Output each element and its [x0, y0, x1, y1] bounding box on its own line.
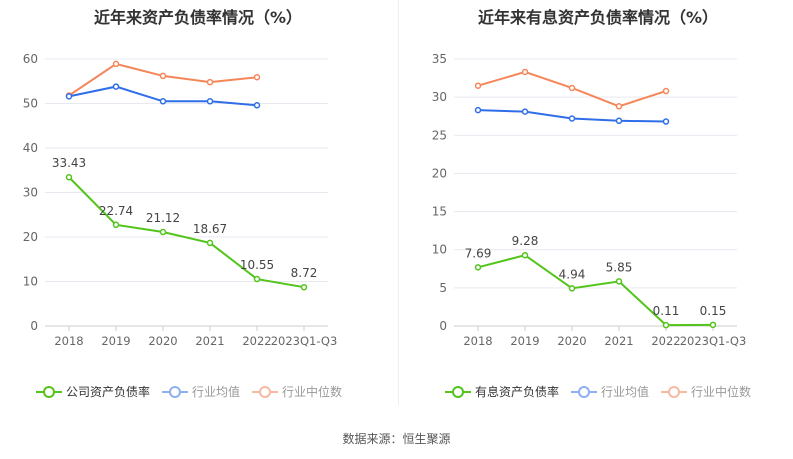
legend-label: 有息资产负债率: [475, 385, 560, 399]
data-point: [474, 106, 482, 114]
data-point: [662, 118, 670, 125]
legend-marker-icon: [162, 385, 189, 398]
data-point: [159, 98, 167, 105]
x-tick-label: 2023Q1-Q3: [271, 334, 338, 348]
x-tick-label: 2022: [651, 334, 680, 348]
y-tick-label: 30: [23, 186, 38, 200]
legend-label: 公司资产负债率: [66, 385, 151, 399]
data-point: [253, 275, 261, 283]
y-tick-label: 0: [439, 319, 447, 333]
legend-marker-icon: [571, 385, 598, 398]
y-tick-label: 5: [439, 281, 447, 295]
x-tick-label: 2018: [54, 334, 83, 348]
y-tick-label: 35: [432, 52, 447, 66]
legend-label: 行业中位数: [282, 385, 343, 399]
y-tick-label: 10: [23, 275, 38, 289]
y-tick-label: 0: [30, 319, 38, 333]
data-label: 7.69: [465, 246, 492, 260]
data-label: 5.85: [606, 260, 633, 274]
x-tick-label: 2022: [242, 334, 271, 348]
data-point: [474, 82, 482, 89]
y-tick-label: 20: [23, 230, 38, 244]
data-point: [206, 98, 214, 105]
x-tick-label: 2021: [195, 334, 224, 348]
legend-label: 行业均值: [601, 385, 650, 399]
y-tick-label: 40: [23, 141, 38, 155]
data-label: 21.12: [146, 211, 180, 225]
data-point: [568, 285, 576, 292]
data-point: [159, 72, 167, 80]
data-point: [65, 93, 73, 100]
data-point: [112, 83, 120, 90]
data-point: [662, 87, 670, 95]
data-point: [206, 239, 214, 247]
data-point: [568, 84, 576, 92]
legend-item[interactable]: 行业均值: [162, 383, 240, 400]
chart-title-left: 近年来资产负债率情况（%）: [93, 8, 303, 27]
data-label: 9.28: [512, 234, 539, 248]
x-tick-label: 2019: [510, 334, 539, 348]
y-tick-label: 50: [23, 97, 38, 111]
data-label: 22.74: [99, 204, 133, 218]
data-point: [615, 117, 623, 125]
data-point: [615, 278, 623, 285]
data-label: 0.11: [653, 304, 680, 318]
y-tick-label: 10: [432, 243, 447, 257]
x-tick-label: 2018: [463, 334, 492, 348]
data-point: [521, 68, 529, 76]
data-point: [521, 251, 529, 259]
x-tick-label: 2021: [604, 334, 633, 348]
legend-item[interactable]: 行业中位数: [661, 383, 751, 400]
x-tick-label: 2023Q1-Q3: [680, 334, 747, 348]
legend-left: 公司资产负债率 行业均值 行业中位数: [36, 383, 342, 400]
y-tick-label: 60: [23, 52, 38, 66]
data-label: 0.15: [700, 304, 727, 318]
data-point: [474, 264, 482, 271]
legend-marker-icon: [36, 385, 62, 398]
y-tick-label: 30: [432, 90, 447, 104]
data-point: [65, 173, 73, 181]
chart-title-right: 近年来有息资产负债率情况（%）: [477, 8, 719, 27]
legend-label: 行业中位数: [691, 385, 752, 399]
divider: [398, 0, 399, 405]
data-point: [112, 60, 120, 68]
legend-item[interactable]: 有息资产负债率: [445, 383, 559, 400]
data-label: 10.55: [240, 258, 274, 272]
data-point: [112, 221, 120, 229]
y-tick-label: 15: [432, 205, 447, 219]
x-tick-label: 2020: [148, 334, 177, 348]
data-point: [568, 115, 576, 122]
legend-item[interactable]: 公司资产负债率: [36, 383, 150, 400]
legend-marker-icon: [661, 385, 688, 398]
legend-marker-icon: [445, 385, 471, 398]
data-point: [206, 78, 214, 86]
legend-item[interactable]: 行业中位数: [252, 383, 342, 400]
data-label: 8.72: [291, 266, 318, 280]
data-point: [615, 103, 623, 110]
series-line: [477, 254, 714, 327]
legend-item[interactable]: 行业均值: [571, 383, 649, 400]
data-point: [521, 108, 529, 115]
data-point: [159, 228, 167, 236]
data-label: 33.43: [52, 156, 86, 170]
data-point: [709, 321, 717, 329]
legend-label: 行业均值: [192, 385, 241, 399]
data-point: [253, 73, 261, 81]
data-point: [253, 102, 261, 109]
legend-marker-icon: [252, 385, 279, 398]
y-tick-label: 25: [432, 128, 447, 142]
data-label: 4.94: [559, 267, 586, 281]
x-tick-label: 2019: [101, 334, 130, 348]
legend-right: 有息资产负债率 行业均值 行业中位数: [445, 383, 751, 400]
data-label: 18.67: [193, 222, 227, 236]
data-point: [662, 321, 670, 329]
data-point: [300, 283, 308, 291]
series-line: [68, 176, 305, 289]
x-tick-label: 2020: [557, 334, 586, 348]
y-tick-label: 20: [432, 166, 447, 180]
data-source: 数据来源：恒生聚源: [342, 432, 451, 446]
